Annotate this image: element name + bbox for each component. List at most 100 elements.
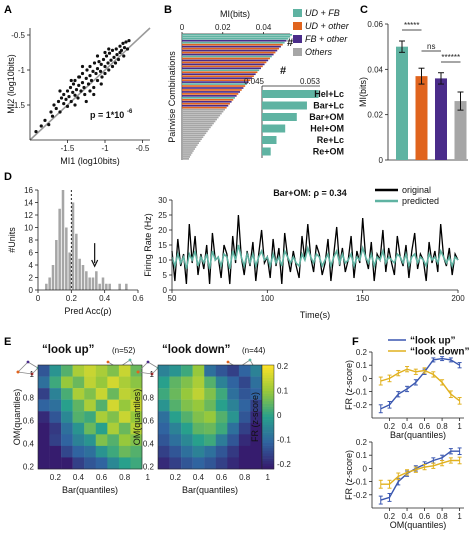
scatter-point bbox=[88, 74, 92, 78]
scatter-point bbox=[79, 89, 83, 93]
scatter-point bbox=[125, 47, 130, 51]
e-down-cell bbox=[204, 445, 216, 458]
e-up-cell bbox=[84, 411, 96, 423]
ranked-bar bbox=[182, 55, 272, 58]
ranked-bar bbox=[182, 61, 267, 64]
e-up-xtick-label: 0.4 bbox=[73, 473, 85, 482]
scatter-point bbox=[77, 75, 81, 79]
scatter-point bbox=[109, 58, 113, 62]
e-up-cell bbox=[118, 422, 131, 435]
e-down-cell bbox=[215, 399, 228, 412]
e-up-cell bbox=[118, 445, 131, 458]
e-down-cell bbox=[204, 457, 216, 470]
ranked-bar bbox=[182, 158, 189, 160]
scatter-point bbox=[97, 60, 101, 64]
scatter-point bbox=[103, 71, 107, 76]
scatter-point bbox=[88, 64, 92, 69]
e-down-cell bbox=[215, 434, 228, 447]
legend-swatch bbox=[293, 22, 302, 30]
scatter-point bbox=[69, 99, 73, 104]
scatter-point bbox=[84, 76, 88, 80]
e-down-cell bbox=[227, 365, 240, 377]
e-up-cell bbox=[118, 399, 131, 412]
scatter-point bbox=[103, 50, 107, 55]
ranked-bar bbox=[182, 116, 219, 119]
inset-category-label: Bar+OM bbox=[309, 112, 344, 122]
e-down-pose-a-skeleton-joint bbox=[150, 372, 154, 376]
e-up-title-note: (n=52) bbox=[112, 346, 136, 355]
e-up-cell bbox=[72, 422, 85, 435]
legend-label: UD + FB bbox=[305, 8, 340, 18]
e-up-ytick-label: 0.2 bbox=[23, 463, 35, 472]
e-down-cell bbox=[227, 388, 240, 400]
panel-f-bar-curve: “look up”“look down” 0.2 0.4 0.6 0.8 1 -0.2 -0.… bbox=[344, 336, 469, 441]
e-down-cell bbox=[250, 434, 263, 447]
e-up-cell bbox=[95, 365, 108, 377]
colorbar-tick-label: -0.1 bbox=[277, 436, 291, 445]
ranked-bar bbox=[182, 69, 260, 72]
inset-xtick-label: 0.045 bbox=[244, 77, 265, 86]
d1-xtick-label: 0.2 bbox=[66, 294, 78, 303]
scatter-point bbox=[65, 104, 70, 108]
e-up-cell bbox=[61, 388, 73, 400]
colorbar-segment bbox=[262, 450, 274, 454]
colorbar-segment bbox=[262, 409, 274, 413]
f-bottom-xtick-label: 0.8 bbox=[437, 512, 449, 521]
histogram-bar bbox=[71, 202, 75, 290]
scatter-point bbox=[127, 39, 131, 43]
e-up-cell bbox=[72, 399, 85, 412]
e-up-cell bbox=[84, 388, 96, 400]
scatter-point bbox=[65, 89, 70, 93]
e-up-cell bbox=[49, 422, 62, 435]
scatter-point bbox=[95, 67, 100, 71]
a-ytick-label: -0.5 bbox=[11, 31, 25, 40]
colorbar-segment bbox=[262, 398, 274, 402]
inset-marker: # bbox=[280, 65, 286, 77]
inset-bar bbox=[262, 124, 286, 133]
scatter-point bbox=[49, 110, 53, 114]
e-down-cell bbox=[192, 376, 205, 389]
ranked-bar bbox=[182, 150, 194, 152]
scatter-point bbox=[71, 90, 75, 94]
e-up-cell bbox=[72, 365, 85, 377]
colorbar-segment bbox=[262, 419, 274, 423]
ranked-bar bbox=[182, 97, 235, 99]
f-top-ytick-label: -0.2 bbox=[353, 401, 367, 410]
e-up-cell bbox=[49, 411, 62, 423]
e-up-xtick-label: 0.8 bbox=[119, 473, 131, 482]
mean-arrow-head bbox=[91, 259, 99, 268]
histogram-bar bbox=[105, 283, 108, 290]
colorbar-segment bbox=[262, 404, 274, 407]
colorbar-label: FR (z-score) bbox=[250, 392, 260, 442]
e-up-cell bbox=[61, 365, 73, 377]
ranked-bar bbox=[182, 71, 258, 74]
scatter-point bbox=[107, 68, 111, 72]
colorbar-segment bbox=[262, 367, 274, 371]
e-down-cell bbox=[158, 434, 170, 447]
histogram-bar bbox=[55, 240, 58, 290]
histogram-bar bbox=[51, 265, 55, 290]
scatter-point bbox=[91, 69, 95, 73]
ranked-bar bbox=[182, 57, 270, 60]
scatter-point bbox=[94, 71, 98, 76]
e-down-cell bbox=[181, 388, 193, 400]
colorbar-segment bbox=[262, 391, 274, 394]
scatter-point bbox=[122, 54, 126, 58]
e-down-cell bbox=[192, 422, 205, 435]
e-up-cell bbox=[95, 411, 108, 423]
e-up-cell bbox=[49, 445, 62, 458]
e-down-cell bbox=[169, 457, 182, 470]
scatter-point bbox=[62, 102, 66, 106]
e-up-cell bbox=[61, 434, 73, 447]
panel-letter-d: D bbox=[4, 171, 12, 183]
ranked-bar bbox=[182, 146, 197, 148]
panel-a-scatter: -1.5 -1 -0.5 -1.5 -1 -0.5 p = 1*10 -6 MI1 (log10… bbox=[6, 27, 151, 166]
histogram-bar bbox=[108, 283, 111, 290]
scatter-point bbox=[85, 68, 89, 72]
histogram-bar bbox=[61, 190, 65, 290]
e-up-cell bbox=[118, 434, 131, 447]
scatter-point bbox=[43, 118, 47, 122]
e-down-cell bbox=[181, 399, 193, 412]
ranked-bar bbox=[182, 120, 216, 123]
